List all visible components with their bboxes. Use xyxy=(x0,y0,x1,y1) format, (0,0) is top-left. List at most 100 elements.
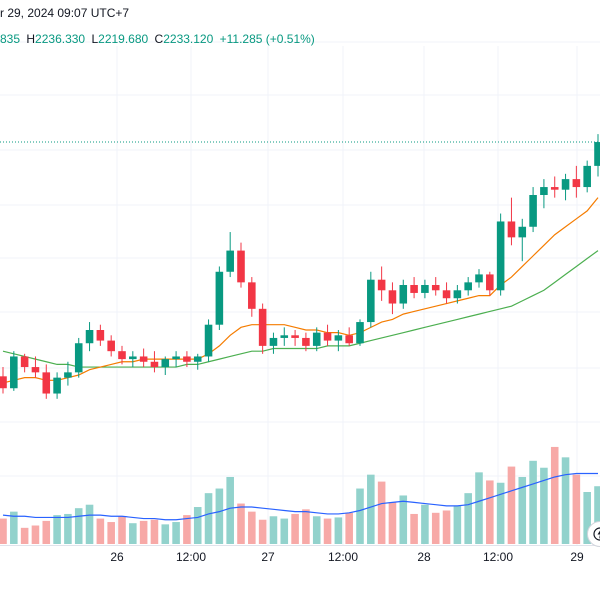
volume-bar xyxy=(550,446,559,544)
candle xyxy=(572,165,581,198)
volume-bar xyxy=(10,511,18,544)
time-axis-label: 27 xyxy=(261,550,275,564)
close-value: C2233.120 xyxy=(154,32,214,46)
change-value: +11.285 (+0.51%) xyxy=(219,32,315,46)
volume-moving-average xyxy=(2,472,598,521)
candle xyxy=(258,303,267,354)
volume-bar xyxy=(215,488,224,544)
candle-body xyxy=(356,322,364,344)
candle xyxy=(540,179,548,209)
volume-bar xyxy=(486,480,494,544)
volume-bar xyxy=(53,515,61,544)
candle-body xyxy=(421,285,429,293)
candle xyxy=(248,277,256,317)
candle-body xyxy=(572,179,581,188)
candle-body xyxy=(258,308,267,346)
volume-bar xyxy=(421,504,429,544)
volume-bar xyxy=(377,481,386,544)
candle-body xyxy=(150,361,159,368)
candle-body xyxy=(193,356,202,362)
candle xyxy=(0,367,7,394)
chart-grid xyxy=(0,41,600,546)
candle xyxy=(507,197,516,246)
candle xyxy=(377,266,386,301)
time-axis-label: 29 xyxy=(570,550,584,564)
candle-body xyxy=(388,290,397,304)
volume-bar xyxy=(410,513,418,544)
candle-body xyxy=(280,335,289,338)
volume-bar xyxy=(193,507,202,544)
candle-body xyxy=(183,356,191,362)
volume-bar xyxy=(496,482,505,544)
candle-body xyxy=(20,356,29,368)
candle xyxy=(399,279,408,309)
time-axis-label: 12:00 xyxy=(176,550,206,564)
volume-bar xyxy=(85,504,94,544)
candle-body xyxy=(74,343,83,373)
candle xyxy=(518,218,527,262)
candle xyxy=(280,327,289,346)
candlesticks xyxy=(0,134,600,399)
low-value: L2219.680 xyxy=(91,32,149,46)
volume-bar xyxy=(572,474,581,544)
candle-body xyxy=(42,372,51,394)
volume-bar xyxy=(226,476,234,544)
volume-bar xyxy=(172,522,180,544)
volume-bars xyxy=(0,446,600,544)
volume-bar xyxy=(453,505,462,544)
candle xyxy=(129,351,137,368)
candle xyxy=(356,319,364,346)
candle-body xyxy=(583,165,591,188)
volume-bar xyxy=(204,493,213,544)
volume-bar xyxy=(139,520,148,544)
candle-body xyxy=(312,332,321,346)
lightning-icon xyxy=(593,527,600,541)
volume-bar xyxy=(31,525,40,544)
candle xyxy=(453,285,462,304)
candle-body xyxy=(345,335,353,344)
candle xyxy=(529,187,537,233)
candle xyxy=(431,277,440,296)
candle-body xyxy=(486,274,494,291)
volume-bar xyxy=(475,472,483,544)
volume-bar xyxy=(356,488,364,544)
candle-body xyxy=(96,330,105,341)
candle-body xyxy=(442,290,451,299)
volume-bar xyxy=(291,513,299,544)
candle xyxy=(302,332,310,352)
volume-bar xyxy=(150,519,159,544)
volume-bar xyxy=(388,502,397,544)
candle-body xyxy=(237,250,245,283)
candle xyxy=(215,266,224,330)
time-axis-label: 26 xyxy=(110,550,124,564)
candle xyxy=(96,324,105,346)
volume-bar xyxy=(442,510,451,544)
candle-body xyxy=(496,221,505,291)
volume-bar xyxy=(248,511,256,544)
volume-bar xyxy=(529,460,537,544)
candle xyxy=(118,345,126,365)
candle xyxy=(150,351,159,373)
candle xyxy=(172,351,180,368)
time-axis-label: 12:00 xyxy=(483,550,513,564)
candle xyxy=(53,372,61,399)
time-axis[interactable]: 26 12:00 27 12:00 28 12:00 29 xyxy=(110,550,584,564)
volume-bar xyxy=(118,516,126,544)
candle xyxy=(193,353,202,370)
candle-body xyxy=(172,356,180,360)
volume-bar xyxy=(561,457,570,544)
candle-body xyxy=(64,372,72,378)
volume-bar xyxy=(399,495,408,544)
candle xyxy=(475,269,483,288)
candle-body xyxy=(561,179,570,190)
volume-bar xyxy=(258,519,267,544)
candle-body xyxy=(269,337,278,346)
high-value: H2236.330 xyxy=(26,32,86,46)
candle-body xyxy=(453,290,462,299)
volume-bar xyxy=(540,467,548,544)
candle-body xyxy=(107,340,115,352)
candle xyxy=(388,282,397,315)
candle xyxy=(464,277,472,296)
volume-bar xyxy=(107,522,115,544)
